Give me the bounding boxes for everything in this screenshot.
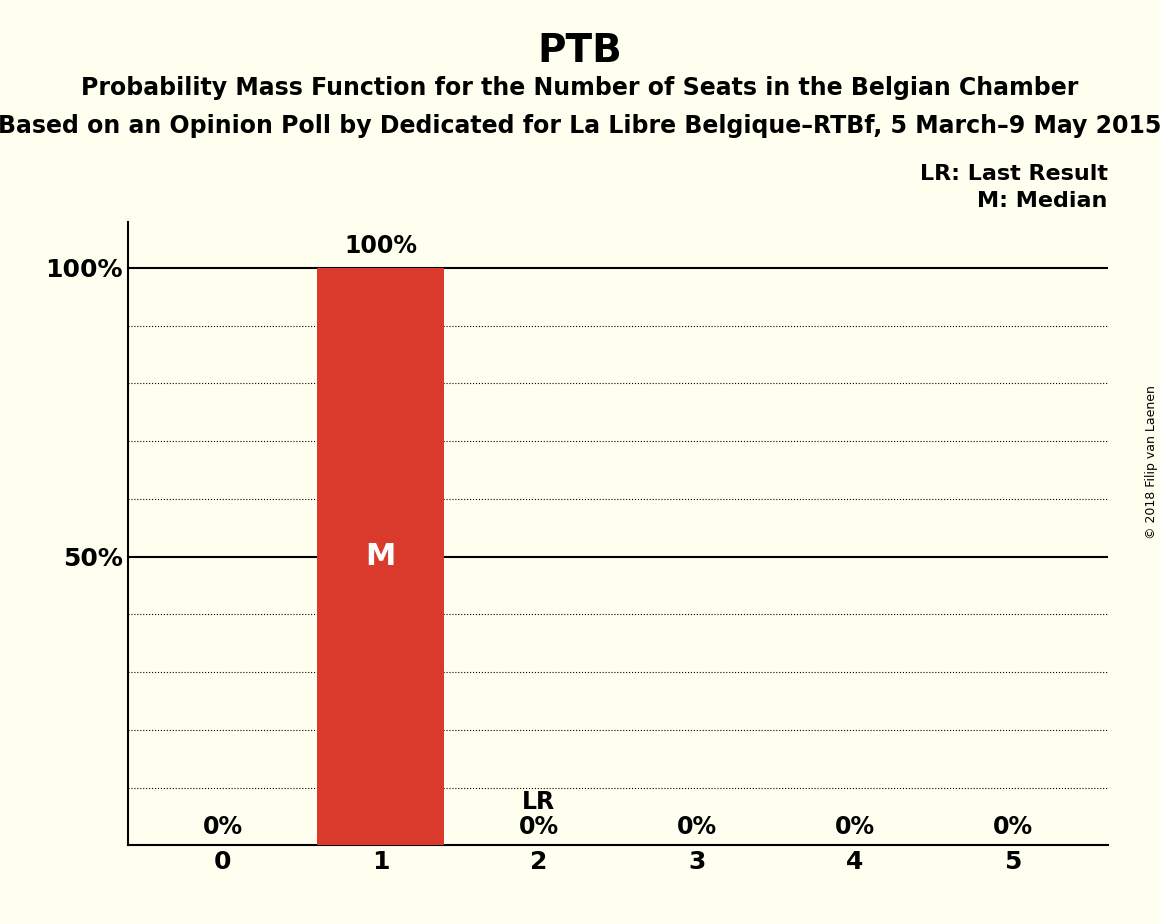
Text: 100%: 100%: [345, 234, 418, 258]
Text: Probability Mass Function for the Number of Seats in the Belgian Chamber: Probability Mass Function for the Number…: [81, 76, 1079, 100]
Text: LR: Last Result: LR: Last Result: [920, 164, 1108, 185]
Text: LR: LR: [522, 790, 556, 814]
Text: 0%: 0%: [835, 815, 875, 839]
Bar: [318, 268, 444, 845]
Text: M: Median: M: Median: [978, 191, 1108, 212]
Text: 0%: 0%: [519, 815, 559, 839]
Text: Based on an Opinion Poll by Dedicated for La Libre Belgique–RTBf, 5 March–9 May : Based on an Opinion Poll by Dedicated fo…: [0, 114, 1160, 138]
Text: M: M: [365, 542, 396, 571]
Text: © 2018 Filip van Laenen: © 2018 Filip van Laenen: [1145, 385, 1158, 539]
Text: PTB: PTB: [537, 32, 623, 70]
Text: 0%: 0%: [202, 815, 242, 839]
Text: 0%: 0%: [676, 815, 717, 839]
Text: 0%: 0%: [993, 815, 1034, 839]
